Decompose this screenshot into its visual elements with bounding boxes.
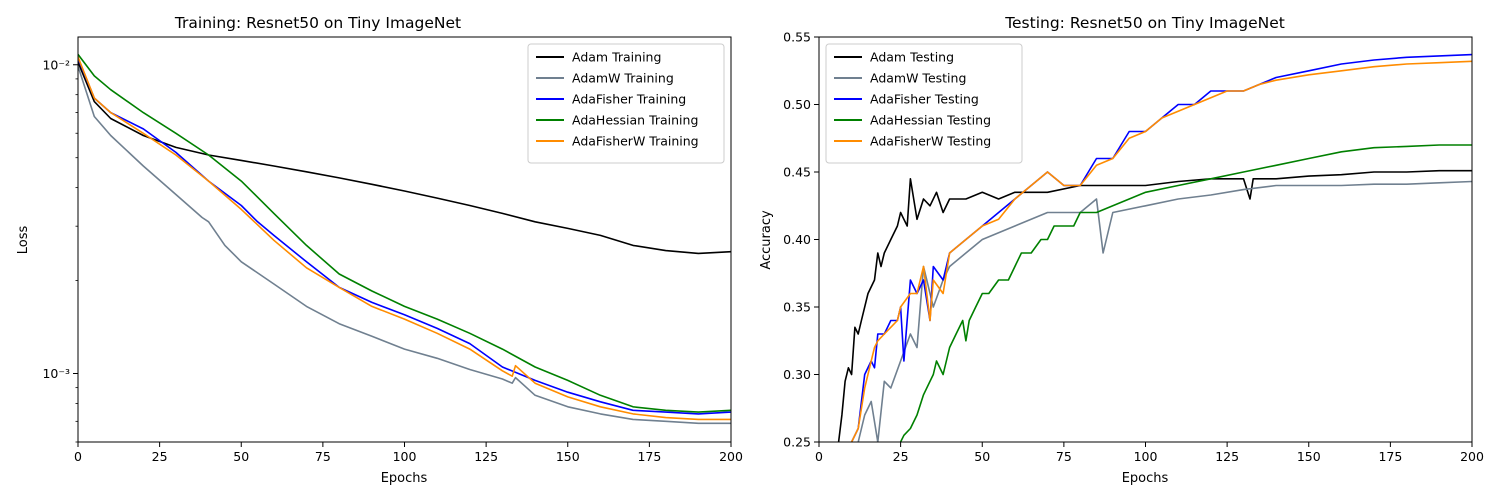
x-tick-label: 50	[974, 449, 990, 464]
series-line	[837, 169, 1472, 442]
axis-ticks: 0 25 50 75 100 125 150 175 200 10⁻³ 10⁻²	[42, 57, 742, 464]
x-tick-label: 175	[637, 449, 661, 464]
training-loss-chart: Training: Resnet50 on Tiny ImageNet Epoc…	[16, 14, 743, 486]
legend-box	[825, 43, 1023, 164]
legend-label: Adam Testing	[870, 50, 954, 65]
y-tick-label: 0.25	[783, 435, 811, 450]
x-tick-label: 175	[1378, 449, 1402, 464]
legend-label: AdamW Training	[572, 71, 674, 86]
y-tick-label: 0.30	[783, 367, 811, 382]
x-tick-label: 0	[815, 449, 823, 464]
y-tick-label: 0.45	[783, 165, 811, 180]
chart-title: Training: Resnet50 on Tiny ImageNet	[174, 14, 461, 32]
legend-label: AdamW Testing	[870, 71, 966, 86]
x-tick-label: 0	[74, 449, 82, 464]
legend-label: AdaHessian Testing	[870, 113, 991, 128]
plot-frame	[818, 36, 1473, 443]
x-tick-label: 75	[1056, 449, 1072, 464]
y-tick-label: 10⁻²	[42, 57, 70, 72]
legend-label: AdaFisherW Training	[572, 134, 699, 149]
x-tick-label: 50	[233, 449, 249, 464]
axis-ticks: 0 25 50 75 100 125 150 175 200 0.25 0.30 0.35 0.40 0.…	[783, 30, 1484, 465]
legend-label: AdaFisherW Testing	[870, 134, 991, 149]
plot-lines	[837, 53, 1472, 442]
y-axis-label: Accuracy	[759, 210, 774, 270]
y-tick-label: 0.40	[783, 232, 811, 247]
x-tick-label: 200	[1460, 449, 1484, 464]
x-tick-label: 25	[893, 449, 909, 464]
legend: Adam Training AdamW Training AdaFisher Tra…	[527, 43, 725, 164]
legend-label: Adam Training	[572, 50, 661, 65]
x-tick-label: 100	[1134, 449, 1158, 464]
series-line	[899, 144, 1472, 442]
y-tick-label: 0.35	[783, 300, 811, 315]
y-axis-label: Loss	[16, 226, 31, 255]
y-tick-label: 0.50	[783, 97, 811, 112]
y-tick-label: 0.55	[783, 30, 811, 45]
plot-lines	[78, 53, 731, 425]
x-axis-label: Epochs	[1122, 471, 1169, 486]
legend: Adam Testing AdamW Testing AdaFisher Testi…	[825, 43, 1023, 164]
plot-frame	[77, 36, 732, 443]
testing-accuracy-chart: Testing: Resnet50 on Tiny ImageNet Epoch…	[759, 14, 1484, 486]
legend-label: AdaFisher Training	[572, 92, 686, 107]
y-tick-label: 10⁻³	[42, 366, 70, 381]
series-line	[78, 53, 731, 413]
legend-label: AdaHessian Training	[572, 113, 698, 128]
x-tick-label: 125	[1215, 449, 1239, 464]
x-tick-label: 150	[556, 449, 580, 464]
series-line	[78, 65, 731, 425]
x-tick-label: 25	[152, 449, 168, 464]
legend-label: AdaFisher Testing	[870, 92, 979, 107]
series-line	[850, 60, 1472, 442]
x-tick-label: 150	[1297, 449, 1321, 464]
x-tick-label: 125	[474, 449, 498, 464]
x-axis-label: Epochs	[381, 471, 428, 486]
x-tick-label: 100	[393, 449, 417, 464]
x-tick-label: 75	[315, 449, 331, 464]
chart-title: Testing: Resnet50 on Tiny ImageNet	[1004, 14, 1285, 32]
series-line	[857, 180, 1472, 442]
series-line	[78, 57, 731, 415]
series-line	[78, 56, 731, 421]
x-tick-label: 200	[719, 449, 743, 464]
legend-box	[527, 43, 725, 164]
